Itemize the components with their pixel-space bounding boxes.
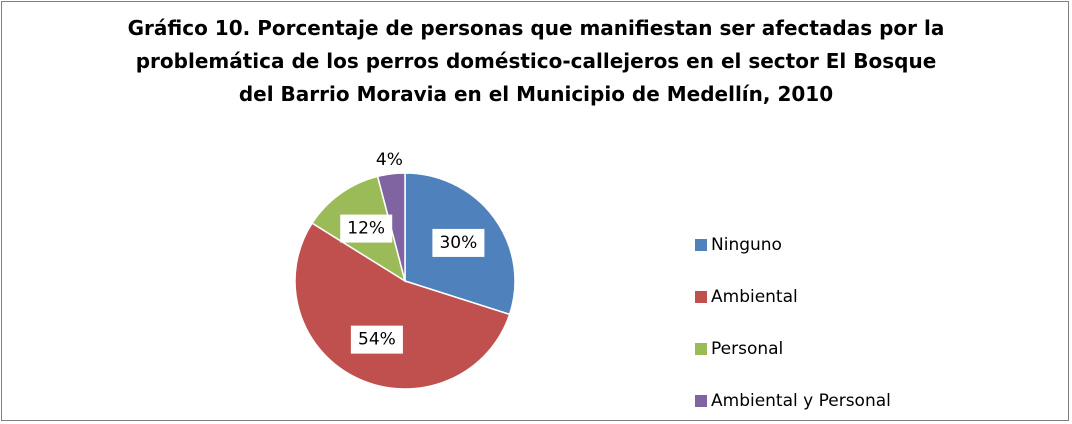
legend-swatch <box>695 343 707 355</box>
legend-swatch <box>695 239 707 251</box>
pie-slice <box>294 222 511 390</box>
data-label-bg <box>350 325 403 354</box>
legend-label: Personal <box>711 339 783 359</box>
legend-label: Ninguno <box>711 235 782 255</box>
data-label: 30% <box>439 233 477 253</box>
data-label: 12% <box>347 219 385 239</box>
chart-title: Gráfico 10. Porcentaje de personas que m… <box>127 16 945 106</box>
data-label-bg <box>432 228 485 257</box>
data-label: 4% <box>376 150 403 170</box>
legend-swatch <box>695 395 707 407</box>
data-label-bg <box>340 214 393 243</box>
data-label: 54% <box>358 330 396 350</box>
legend-label: Ambiental y Personal <box>711 391 891 411</box>
legend-swatch <box>695 291 707 303</box>
legend-label: Ambiental <box>711 287 798 307</box>
